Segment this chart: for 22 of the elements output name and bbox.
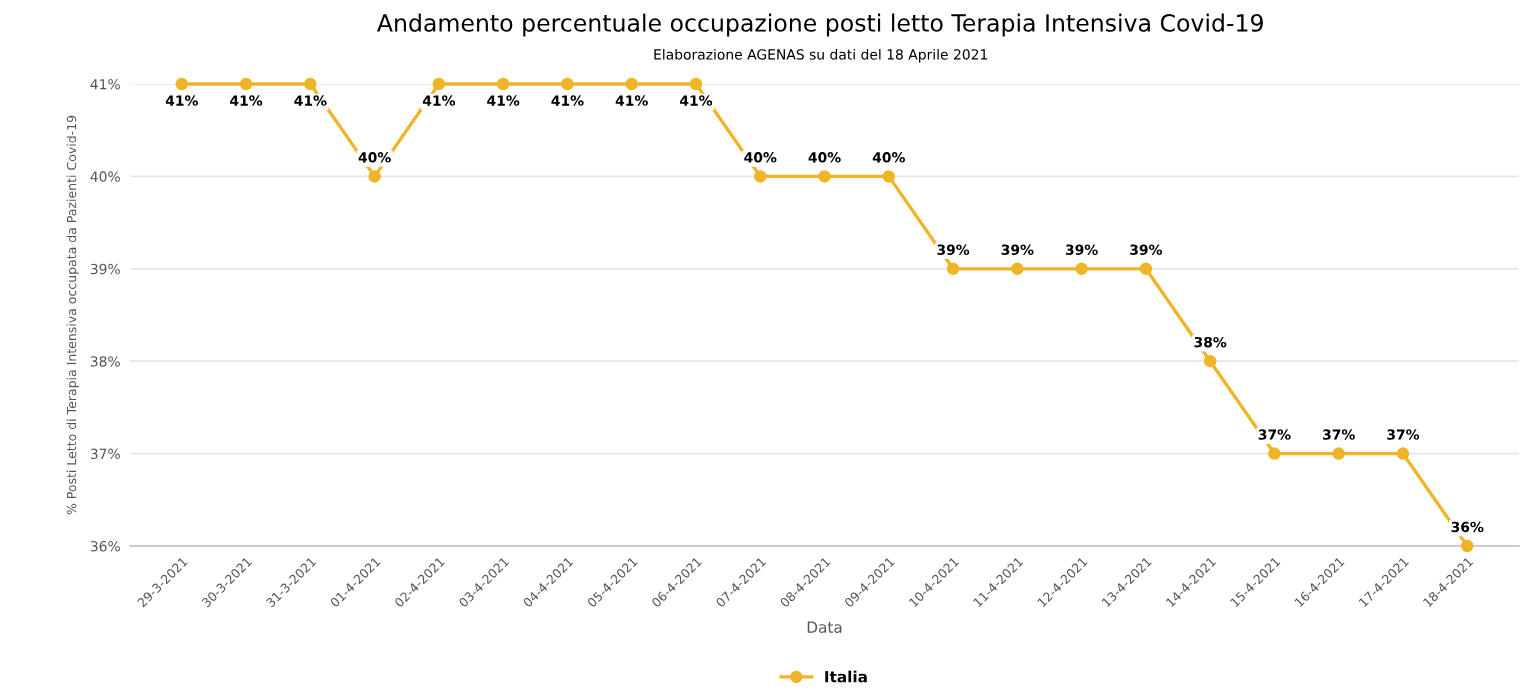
point (496, 77, 510, 91)
chart-title: Andamento percentuale occupazione posti letto Terapia Intensiva Covid-19 (377, 13, 1263, 37)
point (1396, 447, 1410, 460)
point (1203, 354, 1217, 368)
point (818, 170, 831, 183)
point (432, 77, 446, 91)
point (239, 77, 253, 91)
point (625, 77, 638, 91)
point (946, 262, 960, 276)
point (1011, 262, 1024, 276)
point (689, 77, 703, 91)
point (1075, 262, 1088, 276)
point (1268, 447, 1281, 460)
point (368, 170, 381, 183)
point (1460, 539, 1474, 553)
point (882, 170, 896, 183)
point (304, 77, 317, 91)
point (1332, 447, 1345, 460)
point (175, 77, 189, 91)
point (1139, 262, 1153, 276)
point (561, 77, 574, 91)
point (754, 170, 767, 183)
